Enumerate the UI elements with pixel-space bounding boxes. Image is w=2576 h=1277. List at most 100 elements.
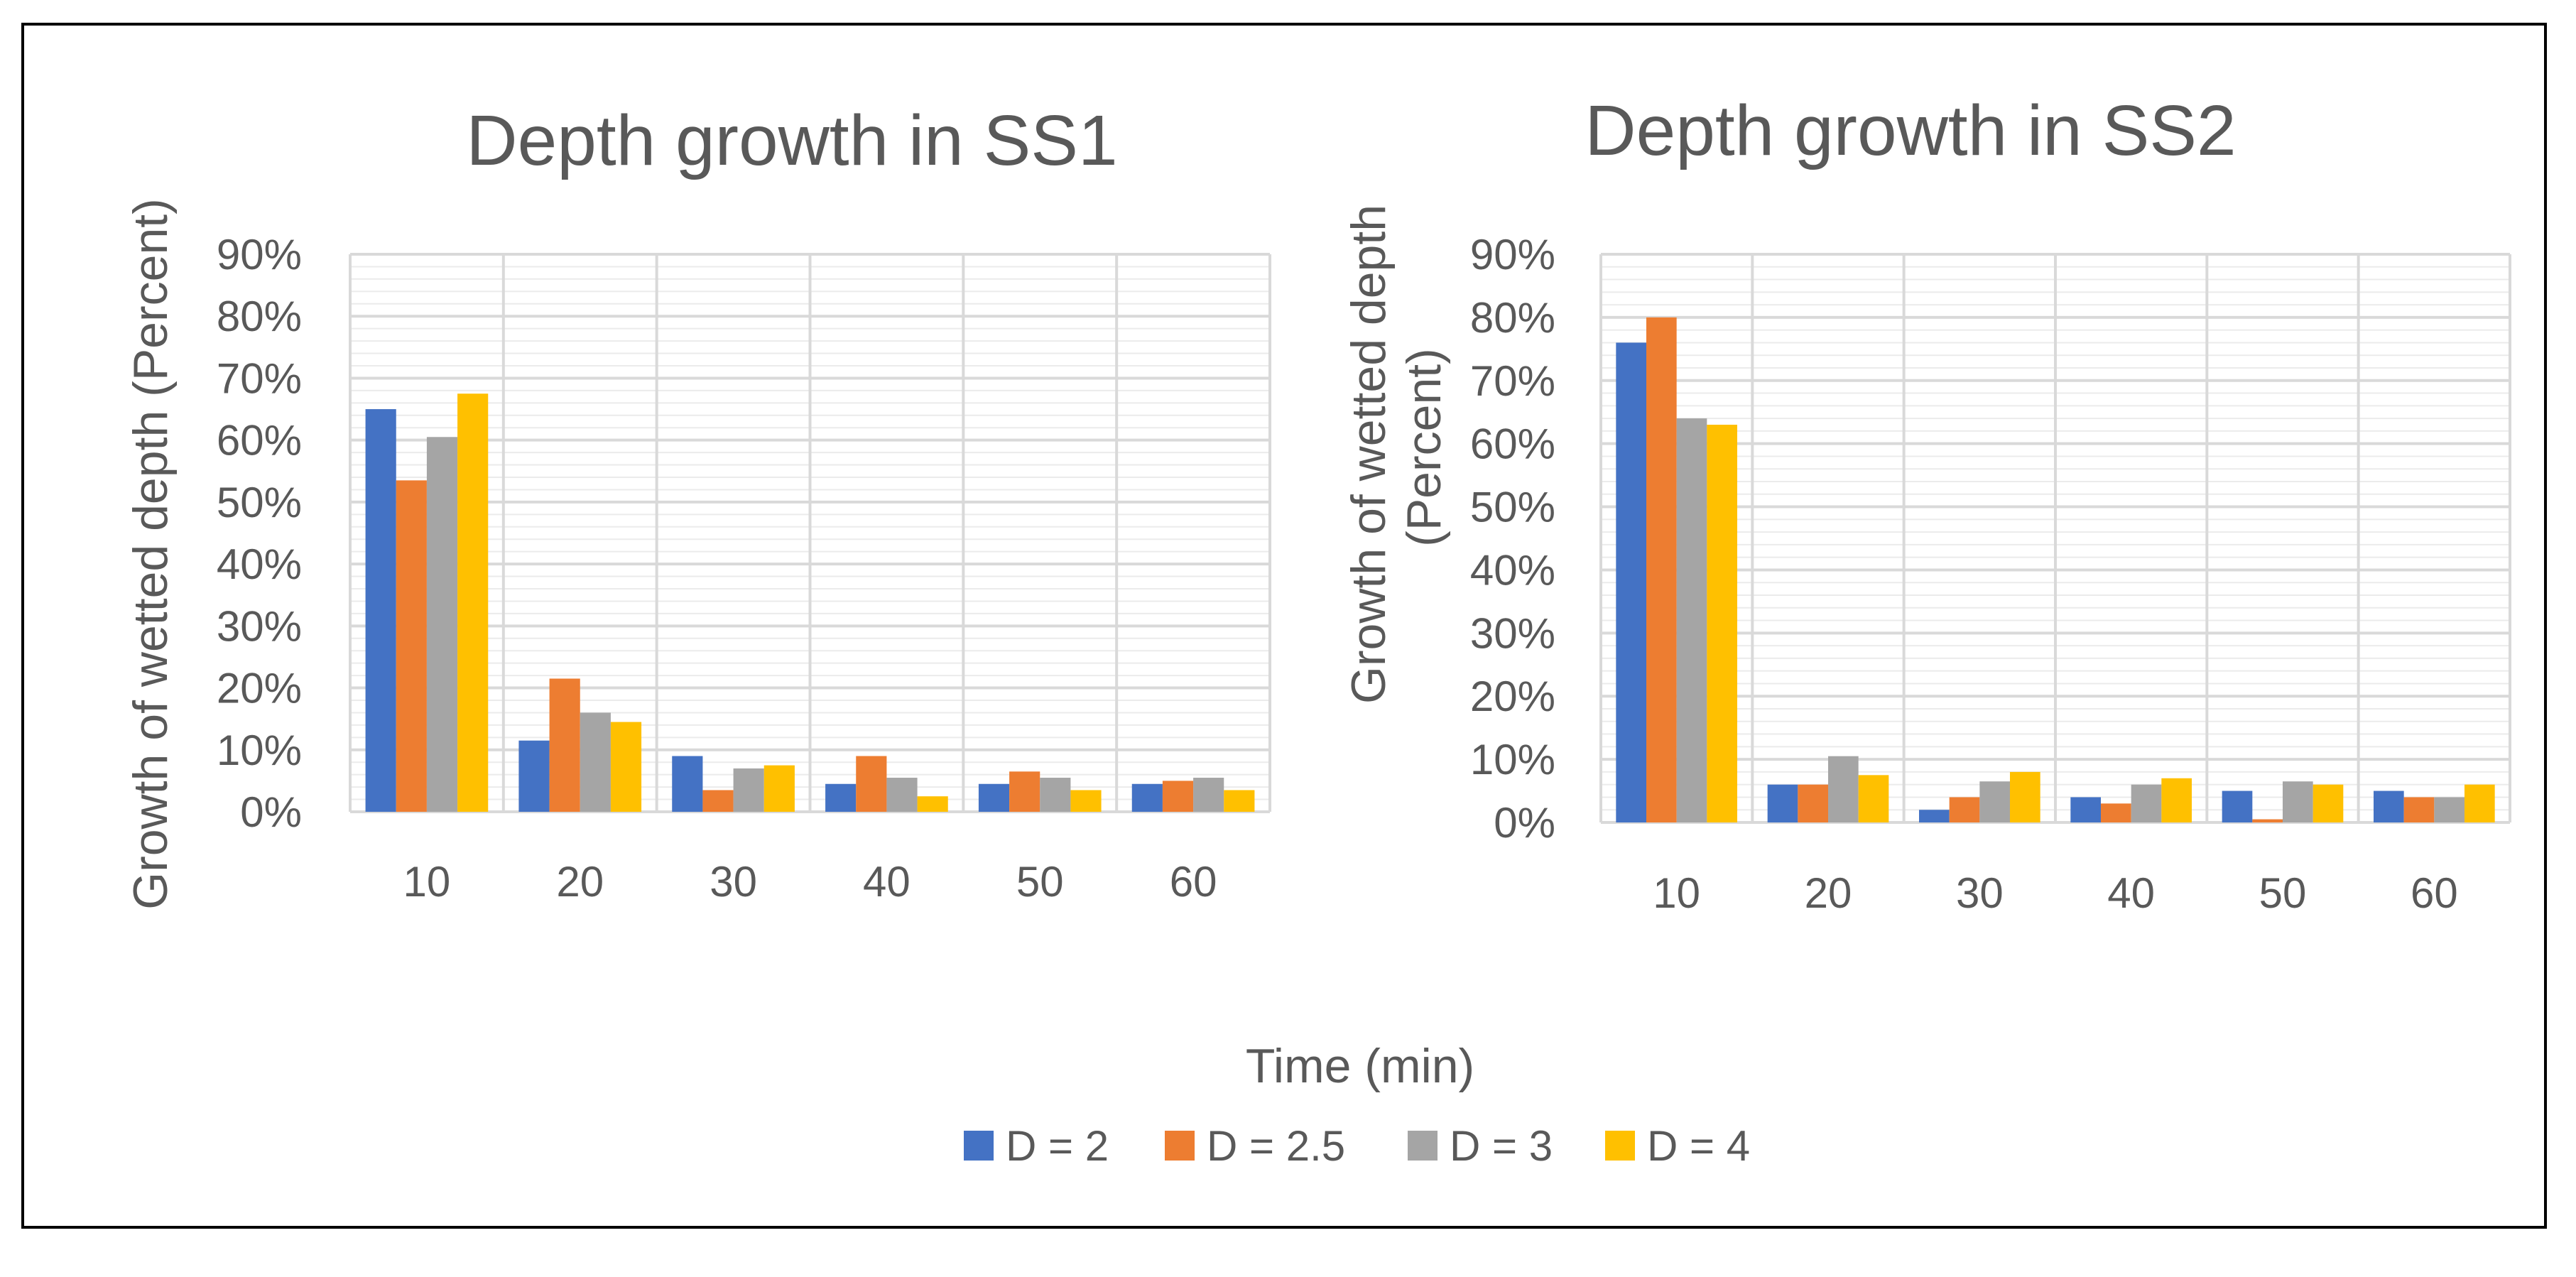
bar-ss2-series4-cat60 bbox=[2464, 784, 2495, 822]
y-tick-label: 80% bbox=[1470, 294, 1555, 342]
bar-ss2-series1-cat30 bbox=[1919, 810, 1950, 822]
y-tick-label: 0% bbox=[240, 788, 302, 836]
bar-ss1-series3-cat20 bbox=[580, 712, 611, 812]
bar-ss1-series3-cat60 bbox=[1193, 778, 1224, 812]
bar-ss2-series3-cat60 bbox=[2434, 797, 2464, 822]
y-tick-label: 0% bbox=[1494, 799, 1555, 847]
y-tick-label: 30% bbox=[1470, 609, 1555, 657]
x-tick-label: 20 bbox=[1805, 869, 1852, 917]
x-tick-label: 50 bbox=[2259, 869, 2307, 917]
x-tick-label: 50 bbox=[1016, 858, 1064, 906]
bar-ss1-series1-cat30 bbox=[672, 756, 703, 812]
bars-ss1 bbox=[365, 393, 1255, 812]
bar-ss2-series1-cat40 bbox=[2070, 797, 2101, 822]
bar-ss1-series4-cat20 bbox=[610, 722, 642, 812]
legend-swatch-d2 bbox=[964, 1131, 994, 1161]
y-tick-label: 60% bbox=[217, 417, 302, 464]
bar-ss1-series1-cat40 bbox=[825, 783, 857, 812]
bar-ss1-series4-cat50 bbox=[1070, 790, 1102, 812]
legend-label-d4: D = 4 bbox=[1647, 1122, 1750, 1170]
bar-ss1-series4-cat40 bbox=[917, 796, 948, 812]
x-tick-label: 40 bbox=[863, 858, 911, 906]
x-ticks-ss1: 10 20 30 40 50 60 bbox=[403, 858, 1217, 906]
bar-ss1-series2-cat30 bbox=[702, 790, 734, 812]
bar-ss2-series4-cat10 bbox=[1707, 425, 1737, 822]
y-tick-label: 50% bbox=[1470, 484, 1555, 531]
bar-ss1-series1-cat60 bbox=[1131, 783, 1163, 812]
y-tick-label: 30% bbox=[217, 602, 302, 650]
chart-ss2: Depth growth in SS2 Growth of wetted dep… bbox=[1342, 91, 2511, 917]
bar-ss1-series4-cat10 bbox=[457, 393, 489, 812]
y-tick-label: 60% bbox=[1470, 420, 1555, 468]
legend-label-d2-5: D = 2.5 bbox=[1207, 1122, 1345, 1170]
y-axis-title-ss2-line1: Growth of wetted depth bbox=[1342, 205, 1396, 704]
gridlines-ss2 bbox=[1599, 253, 2511, 824]
bar-ss1-series2-cat40 bbox=[856, 756, 887, 812]
x-tick-label: 40 bbox=[2107, 869, 2155, 917]
x-tick-label: 10 bbox=[403, 858, 451, 906]
y-ticks-ss1: 0% 10% 20% 30% 40% 50% 60% 70% 80% 90% bbox=[217, 231, 302, 836]
y-ticks-ss2: 0% 10% 20% 30% 40% 50% 60% 70% 80% 90% bbox=[1470, 231, 1555, 847]
y-tick-label: 10% bbox=[217, 727, 302, 774]
legend: D = 2 D = 2.5 D = 3 D = 4 bbox=[964, 1122, 1750, 1170]
legend-swatch-d3 bbox=[1408, 1131, 1438, 1161]
legend-swatch-d2-5 bbox=[1165, 1131, 1195, 1161]
bar-ss1-series1-cat50 bbox=[978, 783, 1010, 812]
x-tick-label: 60 bbox=[1170, 858, 1217, 906]
y-tick-label: 80% bbox=[217, 293, 302, 340]
bar-ss2-series3-cat30 bbox=[1979, 781, 2010, 822]
chart-ss1: Depth growth in SS1 Growth of wetted dep… bbox=[124, 101, 1271, 910]
bar-ss2-series4-cat50 bbox=[2313, 784, 2344, 822]
bar-ss1-series2-cat60 bbox=[1162, 781, 1194, 812]
bar-ss2-series1-cat20 bbox=[1767, 784, 1798, 822]
bar-ss2-series2-cat10 bbox=[1646, 317, 1677, 822]
x-axis-title: Time (min) bbox=[1246, 1039, 1474, 1093]
y-tick-label: 10% bbox=[1470, 736, 1555, 783]
legend-label-d3: D = 3 bbox=[1450, 1122, 1553, 1170]
bar-ss2-series4-cat40 bbox=[2161, 778, 2192, 822]
legend-swatch-d4 bbox=[1605, 1131, 1635, 1161]
y-tick-label: 90% bbox=[217, 231, 302, 278]
x-tick-label: 30 bbox=[1956, 869, 2004, 917]
bar-ss2-series2-cat30 bbox=[1949, 797, 1980, 822]
bar-ss2-series3-cat50 bbox=[2283, 781, 2313, 822]
y-tick-label: 70% bbox=[217, 354, 302, 402]
bar-ss1-series3-cat50 bbox=[1040, 778, 1071, 812]
bar-ss1-series2-cat50 bbox=[1009, 771, 1040, 812]
bar-ss2-series3-cat10 bbox=[1676, 418, 1707, 822]
bar-ss1-series4-cat60 bbox=[1224, 790, 1255, 812]
bar-ss2-series1-cat50 bbox=[2222, 790, 2253, 822]
x-tick-label: 20 bbox=[556, 858, 604, 906]
y-tick-label: 20% bbox=[217, 665, 302, 712]
y-tick-label: 40% bbox=[1470, 546, 1555, 594]
bar-ss2-series3-cat20 bbox=[1828, 756, 1859, 822]
bar-ss1-series1-cat20 bbox=[518, 740, 550, 812]
y-axis-title-ss2: Growth of wetted depth (Percent) bbox=[1342, 191, 1451, 704]
bar-ss2-series1-cat60 bbox=[2374, 790, 2404, 822]
y-tick-label: 20% bbox=[1470, 673, 1555, 720]
y-axis-title-ss1: Growth of wetted depth (Percent) bbox=[124, 198, 178, 910]
y-tick-label: 50% bbox=[217, 479, 302, 526]
x-tick-label: 10 bbox=[1653, 869, 1700, 917]
bar-ss2-series2-cat20 bbox=[1798, 784, 1828, 822]
bar-ss1-series4-cat30 bbox=[763, 765, 795, 812]
bar-ss2-series2-cat60 bbox=[2403, 797, 2435, 822]
y-tick-label: 70% bbox=[1470, 357, 1555, 405]
y-axis-title-ss2-line2: (Percent) bbox=[1397, 348, 1451, 547]
bar-ss1-series3-cat30 bbox=[733, 768, 764, 812]
gridlines-ss1 bbox=[349, 253, 1271, 813]
y-tick-label: 90% bbox=[1470, 231, 1555, 278]
bar-ss2-series1-cat10 bbox=[1616, 342, 1646, 822]
chart-title-ss1: Depth growth in SS1 bbox=[466, 101, 1117, 180]
bar-ss1-series2-cat10 bbox=[396, 480, 427, 812]
y-tick-label: 40% bbox=[217, 540, 302, 588]
bar-ss1-series2-cat20 bbox=[549, 678, 580, 812]
bar-ss2-series2-cat40 bbox=[2101, 803, 2131, 822]
bars-ss2 bbox=[1616, 317, 2495, 822]
bar-ss1-series3-cat40 bbox=[886, 778, 918, 812]
x-tick-label: 30 bbox=[710, 858, 757, 906]
bar-ss2-series2-cat50 bbox=[2252, 819, 2283, 822]
bar-ss2-series3-cat40 bbox=[2131, 784, 2162, 822]
bar-ss1-series3-cat10 bbox=[426, 437, 458, 812]
